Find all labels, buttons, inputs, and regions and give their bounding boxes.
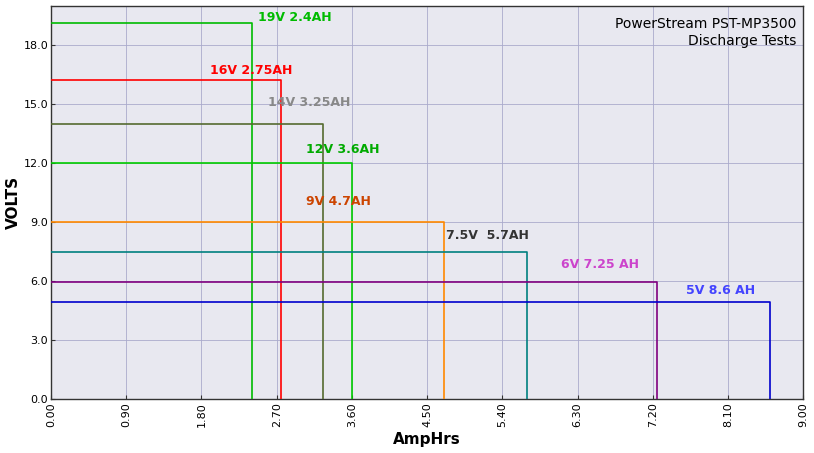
Text: 12V 3.6AH: 12V 3.6AH xyxy=(306,143,379,156)
X-axis label: AmpHrs: AmpHrs xyxy=(393,433,461,448)
Text: PowerStream PST-MP3500
Discharge Tests: PowerStream PST-MP3500 Discharge Tests xyxy=(615,17,796,48)
Text: 7.5V  5.7AH: 7.5V 5.7AH xyxy=(445,229,528,242)
Text: 16V 2.75AH: 16V 2.75AH xyxy=(210,64,292,77)
Text: 19V 2.4AH: 19V 2.4AH xyxy=(258,11,332,24)
Text: 14V 3.25AH: 14V 3.25AH xyxy=(269,96,351,109)
Text: 9V 4.7AH: 9V 4.7AH xyxy=(306,195,371,208)
Text: 6V 7.25 AH: 6V 7.25 AH xyxy=(561,258,639,271)
Text: 5V 8.6 AH: 5V 8.6 AH xyxy=(686,284,755,298)
Y-axis label: VOLTS: VOLTS xyxy=(6,176,20,229)
